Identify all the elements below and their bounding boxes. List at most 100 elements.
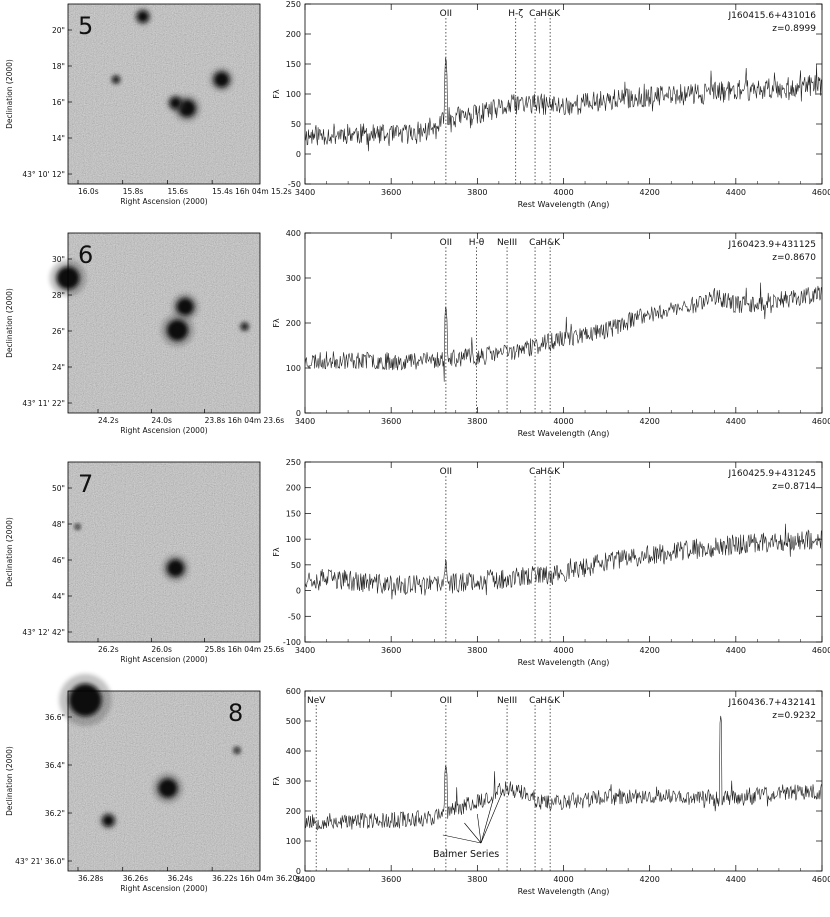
target-galaxy <box>158 778 178 798</box>
spectrum-ytick: 400 <box>286 229 301 238</box>
spectrum-ytick: 0 <box>296 150 301 159</box>
spectrum-xtick: 4200 <box>639 646 659 655</box>
spectrum-ytick: 150 <box>286 509 301 518</box>
spectrum-xtick: 3400 <box>295 646 315 655</box>
image-xlabel: Right Ascension (2000) <box>120 197 207 206</box>
image-ytick: 43° 21' 36.0" <box>15 857 65 866</box>
line-label: OII <box>440 9 452 19</box>
galaxy-knot <box>169 97 182 109</box>
spectrum-ytick: 400 <box>286 747 301 756</box>
spectrum-xtick: 4000 <box>553 875 573 884</box>
panel-number: 6 <box>78 241 93 269</box>
spectrum-ytick: 200 <box>286 30 301 39</box>
image-xtick: 36.28s <box>78 874 103 883</box>
image-xtick: 15.4s 16h 04m 15.2s <box>212 187 292 196</box>
spectrum-xtick: 3400 <box>295 875 315 884</box>
galaxy-upper <box>176 298 194 316</box>
spectrum-ytick: 50 <box>291 120 301 129</box>
image-xtick: 15.8s <box>123 187 144 196</box>
image-xlabel: Right Ascension (2000) <box>120 884 207 893</box>
image-xtick: 36.26s <box>123 874 148 883</box>
spectrum-xtick: 4200 <box>639 875 659 884</box>
spectrum-ytick: 600 <box>286 687 301 696</box>
image-xtick: 36.24s <box>167 874 192 883</box>
spectrum-ytick: 0 <box>296 867 301 876</box>
spectrum-xtick: 4600 <box>812 875 830 884</box>
spectrum-xtick: 4000 <box>553 417 573 426</box>
sky-image-8: 8 36.6" 36.4" 36.2" 43° 21' 36.0" 36.28s 36.26… <box>5 673 301 893</box>
spectrum-ytick: 200 <box>286 319 301 328</box>
image-xlabel: Right Ascension (2000) <box>120 655 207 664</box>
line-label: NeIII <box>497 238 517 248</box>
spectrum-ytick: 300 <box>286 777 301 786</box>
image-xtick: 16.0s <box>78 187 99 196</box>
spectrum-trace <box>304 282 822 382</box>
sky-image-5: 5 20" 18" 16" 14" 43° 10' 12" 16.0s 15.8s 15.6s 1… <box>5 3 292 206</box>
image-xtick: 15.6s <box>167 187 188 196</box>
spectrum-ylabel: Fλ <box>272 89 281 99</box>
spectrum-ytick: 200 <box>286 484 301 493</box>
spectrum-ytick: 100 <box>286 90 301 99</box>
image-ytick: 36.2" <box>45 809 65 818</box>
spectrum-trace <box>304 715 822 831</box>
spectrum-xtick: 4400 <box>726 417 746 426</box>
spectrum-trace <box>304 57 822 152</box>
image-xtick: 24.0s <box>151 416 172 425</box>
panel-row-5: 5 20" 18" 16" 14" 43° 10' 12" 16.0s 15.8s 15.6s 1… <box>5 0 830 209</box>
image-ytick: 24" <box>52 363 65 372</box>
image-xlabel: Right Ascension (2000) <box>120 426 207 435</box>
spectrum-frame <box>304 3 823 185</box>
line-label: Ca <box>529 467 541 477</box>
spectrum-xtick: 4200 <box>639 417 659 426</box>
line-label: OII <box>440 238 452 248</box>
redshift-label: z=0.8999 <box>772 24 816 34</box>
spectrum-xlabel: Rest Wavelength (Ang) <box>518 200 610 209</box>
redshift-label: z=0.8670 <box>772 253 816 263</box>
image-ylabel: Declination (2000) <box>5 517 14 587</box>
spectrum-xtick: 4000 <box>553 646 573 655</box>
streak <box>112 76 120 84</box>
spectrum-ytick: -100 <box>283 638 301 647</box>
panel-number: 7 <box>78 470 93 498</box>
image-ytick: 28" <box>52 291 65 300</box>
image-ytick: 30" <box>52 255 65 264</box>
image-ylabel: Declination (2000) <box>5 746 14 816</box>
spectrum-frame <box>304 461 823 643</box>
line-label: H&K <box>540 9 561 19</box>
spectrum-ytick: 100 <box>286 364 301 373</box>
object-id: J160425.9+431245 <box>728 469 817 479</box>
image-xtick: 23.8s 16h 04m 23.6s <box>205 416 285 425</box>
sky-image-6: 6 30" 28" 26" 24" 43° 11' 22" 24.2s 24.0s 23.8s … <box>5 232 285 435</box>
image-ytick: 48" <box>52 520 65 529</box>
image-ytick: 43° 12' 42" <box>22 628 65 637</box>
image-ytick: 16" <box>52 98 65 107</box>
spectrum-xtick: 4400 <box>726 188 746 197</box>
image-xtick: 36.22s 16h 04m 36.20s <box>212 874 301 883</box>
line-label: Ca <box>529 238 541 248</box>
spectrum-ytick: 300 <box>286 274 301 283</box>
spectrum-xtick: 4400 <box>726 646 746 655</box>
galaxy-arm <box>213 71 230 88</box>
redshift-label: z=0.9232 <box>772 711 816 721</box>
spectrum-ytick: 500 <box>286 717 301 726</box>
spectrum-ytick: 50 <box>291 561 301 570</box>
redshift-label: z=0.8714 <box>772 482 816 492</box>
spectrum-ytick: 200 <box>286 807 301 816</box>
spectrum-xtick: 4200 <box>639 188 659 197</box>
line-label: H-θ <box>469 238 485 248</box>
image-ytick: 36.4" <box>45 761 65 770</box>
line-label: NeV <box>307 696 326 706</box>
spectrum-xtick: 3800 <box>467 875 487 884</box>
line-label: H&K <box>540 467 561 477</box>
spectrum-ylabel: Fλ <box>272 318 281 328</box>
spectrum-xlabel: Rest Wavelength (Ang) <box>518 658 610 667</box>
spectrum-ytick: -50 <box>288 612 301 621</box>
image-ytick: 14" <box>52 134 65 143</box>
panel-number: 8 <box>228 699 243 727</box>
panel-row-7: 7 50" 48" 46" 44" 43° 12' 42" 26.2s 26.0s 25.8s … <box>5 458 830 667</box>
spectrum-xtick: 4600 <box>812 417 830 426</box>
spectrum-ylabel: Fλ <box>272 776 281 786</box>
